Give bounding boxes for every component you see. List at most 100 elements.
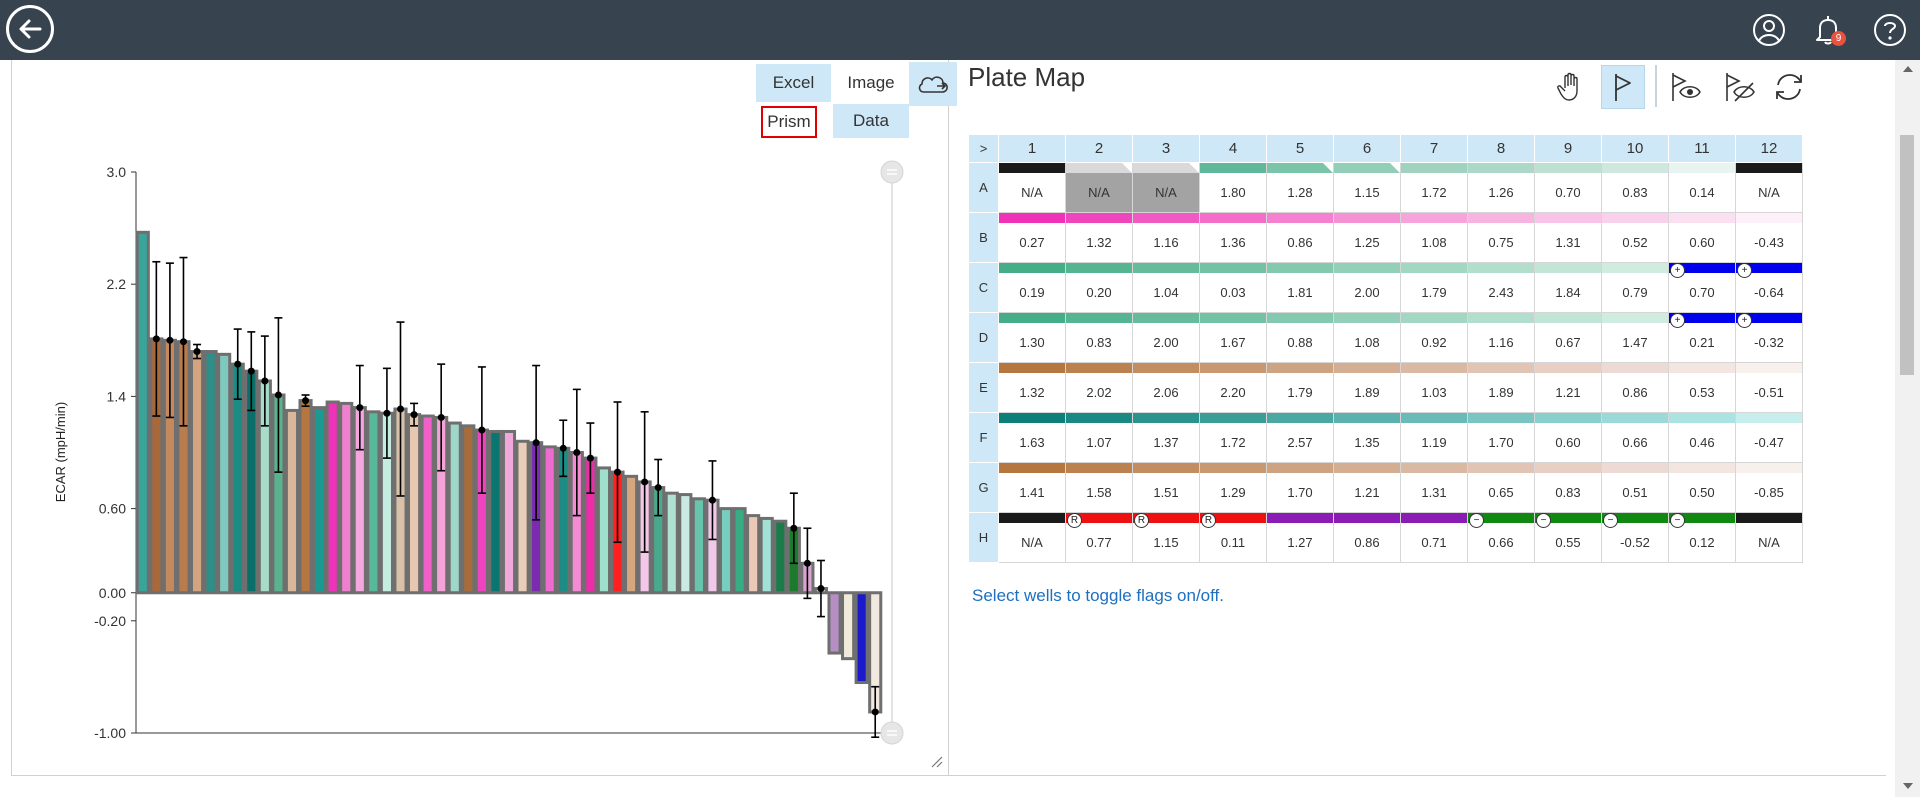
plate-column-header[interactable]: 8 [1467,134,1535,163]
export-cloud-button[interactable] [909,62,957,106]
plate-well[interactable]: 2.02 [1065,362,1133,413]
plate-well[interactable]: 0.88 [1266,312,1334,363]
plate-column-header[interactable]: 5 [1266,134,1334,163]
plate-well[interactable]: 1.21 [1333,462,1401,513]
plate-well[interactable]: N/A [1132,162,1200,213]
export-image-button[interactable]: Image [847,73,895,92]
plate-well[interactable]: N/A [1735,512,1803,563]
plate-well[interactable]: 2.43 [1467,262,1535,313]
plate-well[interactable]: 1.84 [1534,262,1602,313]
plate-well[interactable]: 0.12− [1668,512,1736,563]
scroll-down-arrow-icon[interactable] [1903,783,1913,789]
plate-well[interactable]: 0.03 [1199,262,1267,313]
plate-well[interactable]: 1.31 [1400,462,1468,513]
plate-well[interactable]: 2.00 [1333,262,1401,313]
plate-well[interactable]: 1.25 [1333,212,1401,263]
plate-well[interactable]: 0.60 [1534,412,1602,463]
plate-well[interactable]: 1.79 [1400,262,1468,313]
plate-well[interactable]: 1.67 [1199,312,1267,363]
resize-handle-icon[interactable] [931,756,943,768]
plate-well[interactable]: 0.83 [1065,312,1133,363]
range-slider-bottom-handle[interactable] [880,721,904,745]
plate-well[interactable]: 1.32 [998,362,1066,413]
plate-well[interactable]: 0.19 [998,262,1066,313]
plate-well[interactable]: 1.70 [1266,462,1334,513]
plate-well[interactable]: 0.60 [1668,212,1736,263]
plate-well[interactable]: 1.08 [1333,312,1401,363]
plate-well[interactable]: 1.16 [1132,212,1200,263]
plate-well[interactable]: 0.75 [1467,212,1535,263]
plate-well[interactable]: 1.72 [1199,412,1267,463]
plate-well[interactable]: N/A [998,512,1066,563]
plate-well[interactable]: 1.32 [1065,212,1133,263]
plate-well[interactable]: 1.29 [1199,462,1267,513]
plate-well[interactable]: 1.89 [1467,362,1535,413]
refresh-button[interactable] [1767,65,1811,109]
plate-row-header[interactable]: A [968,162,999,213]
plate-well[interactable]: -0.47 [1735,412,1803,463]
plate-row-header[interactable]: B [968,212,999,263]
plate-column-header[interactable]: 2 [1065,134,1133,163]
plate-well[interactable]: 1.47 [1601,312,1669,363]
plate-row-header[interactable]: F [968,412,999,463]
plate-column-header[interactable]: 3 [1132,134,1200,163]
plate-well[interactable]: 0.77 R [1065,512,1133,563]
plate-well[interactable]: 0.21 + [1668,312,1736,363]
plate-well[interactable]: 1.07 [1065,412,1133,463]
plate-well[interactable]: 0.50 [1668,462,1736,513]
back-button[interactable] [6,5,54,53]
page-scrollbar[interactable] [1895,60,1920,797]
plate-well[interactable]: 2.06 [1132,362,1200,413]
plate-well[interactable]: 0.46 [1668,412,1736,463]
plate-well[interactable]: -0.52− [1601,512,1669,563]
plate-well[interactable]: 0.55− [1534,512,1602,563]
hide-flags-button[interactable] [1717,65,1761,109]
plate-well[interactable]: 0.51 [1601,462,1669,513]
plate-well[interactable]: 1.03 [1400,362,1468,413]
notifications-button[interactable]: 9 [1811,13,1846,47]
plate-well[interactable]: -0.85 [1735,462,1803,513]
show-flags-button[interactable] [1663,65,1707,109]
plate-well[interactable]: 0.86 [1601,362,1669,413]
plate-well[interactable]: 0.14 [1668,162,1736,213]
plate-column-header[interactable]: 1 [998,134,1066,163]
plate-well[interactable]: N/A [1065,162,1133,213]
plate-well[interactable]: 2.00 [1132,312,1200,363]
plate-well[interactable]: N/A [1735,162,1803,213]
plate-well[interactable]: 0.52 [1601,212,1669,263]
plate-well[interactable]: 0.66− [1467,512,1535,563]
plate-well[interactable]: 0.11 R [1199,512,1267,563]
export-data-button[interactable]: Data [833,104,909,138]
plate-well[interactable]: 1.58 [1065,462,1133,513]
export-prism-button[interactable]: Prism [761,106,817,138]
plate-row-header[interactable]: C [968,262,999,313]
plate-well[interactable]: 1.51 [1132,462,1200,513]
plate-well[interactable]: 1.15 R [1132,512,1200,563]
plate-row-header[interactable]: E [968,362,999,413]
plate-well[interactable]: 1.31 [1534,212,1602,263]
plate-row-header[interactable]: H [968,512,999,563]
plate-well[interactable]: 1.30 [998,312,1066,363]
plate-well[interactable]: 2.20 [1199,362,1267,413]
plate-well[interactable]: 1.81 [1266,262,1334,313]
plate-well[interactable]: 0.83 [1534,462,1602,513]
help-button[interactable] [1873,13,1907,47]
plate-column-header[interactable]: 6 [1333,134,1401,163]
plate-well[interactable]: 0.53 [1668,362,1736,413]
plate-well[interactable]: 1.27 [1266,512,1334,563]
plate-column-header[interactable]: 12 [1735,134,1803,163]
plate-well[interactable]: 0.20 [1065,262,1133,313]
plate-well[interactable]: 1.70 [1467,412,1535,463]
plate-well[interactable]: 0.92 [1400,312,1468,363]
plate-well[interactable]: 0.86 [1266,212,1334,263]
plate-well[interactable]: 1.26 [1467,162,1535,213]
plate-well[interactable]: 1.79 [1266,362,1334,413]
plate-well[interactable]: 1.35 [1333,412,1401,463]
plate-well[interactable]: 0.67 [1534,312,1602,363]
plate-well[interactable]: 1.19 [1400,412,1468,463]
plate-well[interactable]: 0.86 [1333,512,1401,563]
plate-column-header[interactable]: 7 [1400,134,1468,163]
user-account-button[interactable] [1752,13,1786,47]
hand-select-button[interactable] [1548,65,1592,109]
plate-well[interactable]: 1.04 [1132,262,1200,313]
